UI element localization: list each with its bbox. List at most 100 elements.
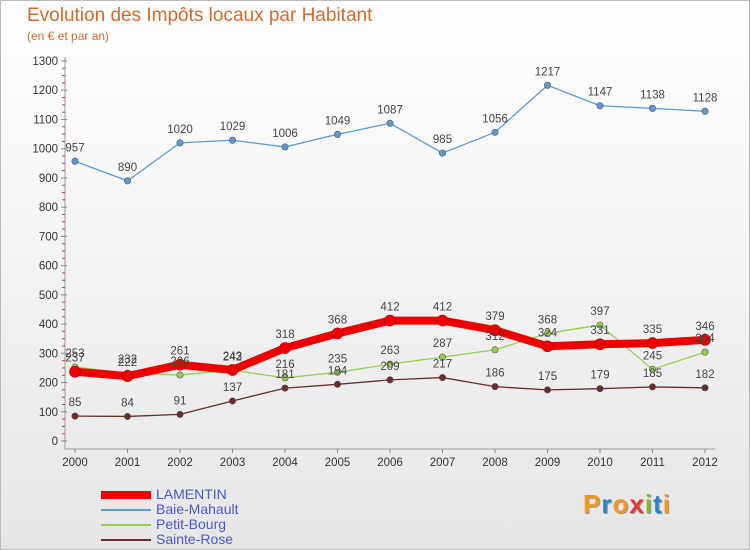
data-point [71,412,79,420]
data-point [646,337,659,349]
data-label: 1217 [535,66,561,78]
x-tick-label: 2002 [167,457,193,469]
data-label: 261 [170,346,189,358]
data-point [281,384,289,392]
data-label: 324 [538,327,558,339]
data-label: 217 [433,359,452,371]
data-point [543,329,551,337]
data-label: 412 [380,302,399,314]
data-label: 287 [433,338,452,350]
data-point [384,314,396,327]
y-tick-label: 200 [39,378,58,390]
data-label: 304 [695,333,715,345]
logo-letter: i [662,489,671,519]
y-tick-label: 1200 [32,85,58,97]
data-point [333,380,341,388]
legend-label: Sainte-Rose [156,531,234,547]
data-label: 245 [643,350,662,362]
data-label: 194 [328,365,348,377]
data-label: 318 [275,329,294,341]
legend-label: Baie-Mahault [156,501,239,517]
y-tick-label: 800 [39,202,58,214]
y-tick-label: 500 [39,290,58,302]
data-point [386,119,394,127]
data-point [491,128,499,136]
data-label: 368 [538,314,557,326]
logo-letter: o [612,489,630,519]
data-point [594,338,606,351]
data-label: 175 [538,371,557,383]
x-tick-label: 2012 [692,457,718,469]
data-label: 216 [275,359,294,371]
data-label: 1087 [377,104,403,116]
data-point [333,130,341,138]
x-tick-label: 2001 [115,457,141,469]
data-point [489,324,501,337]
data-point [279,342,291,354]
y-tick-label: 1300 [32,56,58,68]
data-label: 1006 [272,128,298,140]
x-tick-label: 2008 [482,457,508,469]
y-tick-label: 300 [39,348,58,360]
y-tick-label: 0 [52,436,58,448]
data-point [596,321,604,329]
data-point [124,412,132,420]
data-point [596,385,604,393]
data-label: 186 [485,368,504,380]
logo-letter: t [653,489,663,519]
logo-letter: P [583,489,602,519]
x-tick-label: 2006 [377,457,403,469]
legend-label: LAMENTIN [156,486,227,502]
data-point [699,334,711,346]
data-label: 890 [118,162,137,174]
data-point [701,384,709,392]
data-label: 263 [380,345,399,357]
data-point [281,374,289,382]
data-point [281,143,289,151]
data-point [543,81,551,89]
data-point [229,397,237,405]
data-label: 957 [65,142,84,154]
data-label: 1029 [220,121,246,133]
y-tick-label: 900 [39,173,58,185]
data-point [438,149,446,157]
data-label: 312 [485,331,504,343]
data-point [386,376,394,384]
legend-label: Petit-Bourg [156,516,227,532]
data-label: 232 [118,354,137,366]
x-tick-label: 2009 [535,457,561,469]
y-tick-label: 1000 [32,144,58,156]
data-point [648,104,656,112]
data-label: 253 [65,348,84,360]
data-label: 1049 [325,115,351,127]
data-label: 226 [170,356,189,368]
legend-swatch [101,539,151,541]
y-tick-label: 400 [39,319,58,331]
legend-swatch [101,509,151,511]
data-label: 379 [485,311,504,323]
data-label: 1020 [167,124,193,136]
data-point [386,360,394,368]
data-label: 237 [65,353,84,365]
x-tick-label: 2000 [62,457,88,469]
data-label: 85 [69,397,82,409]
data-point [124,177,132,185]
x-tick-label: 2010 [587,457,613,469]
data-point [333,368,341,376]
data-label: 185 [643,368,662,380]
proxiti-logo: Proxiti [583,489,671,520]
data-point [121,370,134,382]
data-label: 235 [328,353,347,365]
legend-swatch [101,524,151,526]
data-label: 368 [328,314,347,326]
data-point [438,374,446,382]
data-label: 91 [174,395,187,407]
logo-letter: i [644,489,654,519]
data-point [176,410,184,418]
data-point [331,327,344,340]
x-tick-label: 2011 [640,457,665,469]
y-tick-label: 700 [39,231,58,243]
data-label: 222 [118,357,137,369]
data-point [701,107,709,115]
